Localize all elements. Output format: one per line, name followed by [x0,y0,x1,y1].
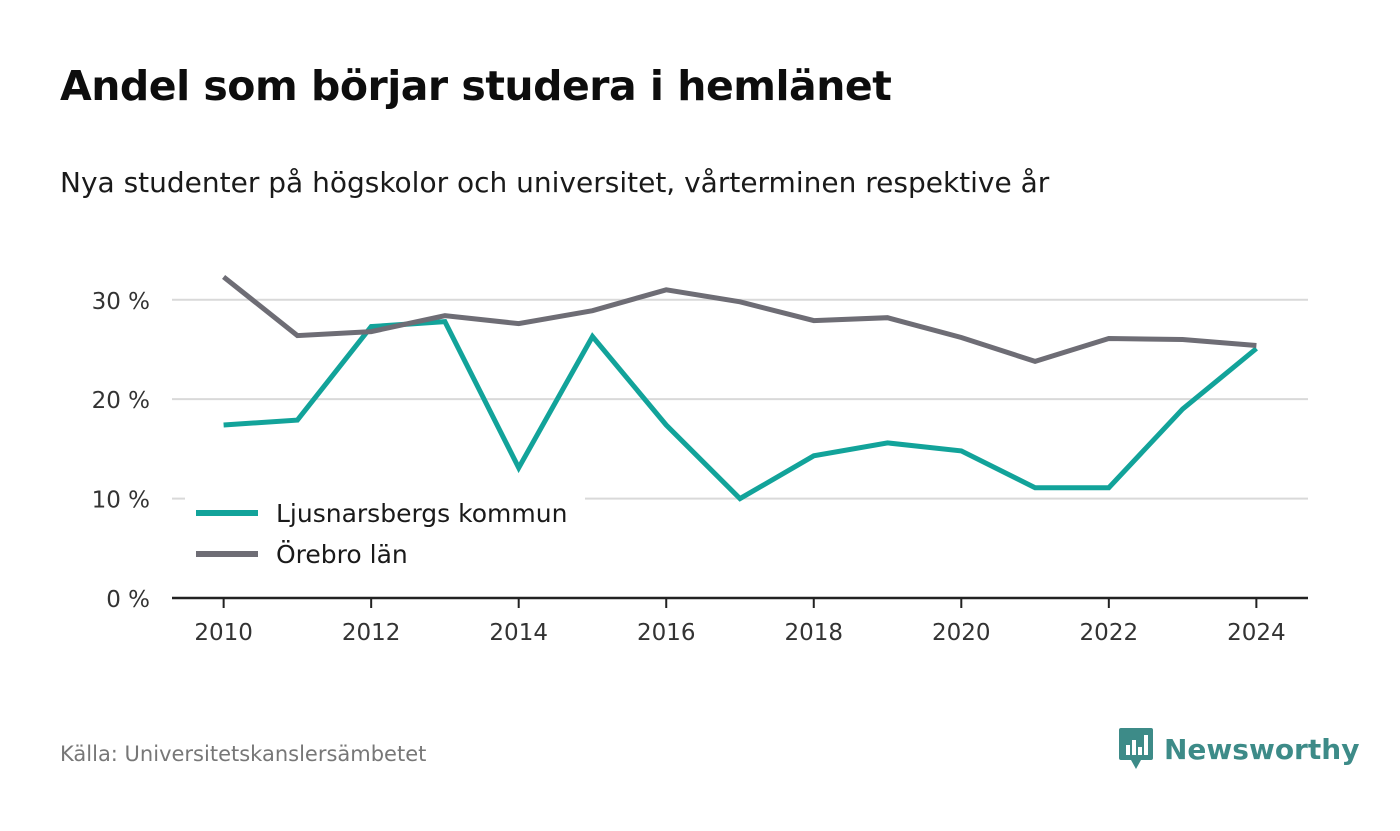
x-tick-label: 2010 [194,620,253,646]
y-tick-label: 10 % [92,488,150,514]
newsworthy-logo-icon [1119,728,1153,769]
x-tick-label: 2016 [637,620,696,646]
x-tick-label: 2012 [342,620,401,646]
series-line [222,274,1257,365]
y-tick-label: 30 % [92,289,150,315]
x-tick-label: 2014 [489,620,548,646]
source-note: Källa: Universitetskanslersämbetet [60,742,427,766]
chart-title: Andel som börjar studera i hemlänet [60,62,892,110]
chart-subtitle: Nya studenter på högskolor och universit… [60,166,1050,199]
x-tick-label: 2022 [1080,620,1139,646]
axis-layer: 0 % 10 % 20 % 30 % 2010 2012 2014 2016 2018 2020 2… [92,289,1308,646]
x-tick-label: 2018 [784,620,843,646]
x-tick-label: 2024 [1227,620,1286,646]
y-tick-label: 0 % [106,587,150,613]
line-chart: 0 % 10 % 20 % 30 % 2010 2012 2014 2016 2018 2020 2… [92,274,1308,646]
series-line [223,318,1258,502]
brand-logo: Newsworthy [1118,726,1359,772]
y-tick-label: 20 % [92,388,150,414]
legend: Ljusnarsbergs kommun Örebro län [196,499,567,569]
legend-label: Ljusnarsbergs kommun [276,499,567,528]
legend-background [185,488,585,580]
x-tick-label: 2020 [932,620,991,646]
legend-label: Örebro län [276,540,408,569]
grid-layer [172,298,1308,580]
brand-name: Newsworthy [1164,732,1360,766]
series-layer [222,274,1258,502]
